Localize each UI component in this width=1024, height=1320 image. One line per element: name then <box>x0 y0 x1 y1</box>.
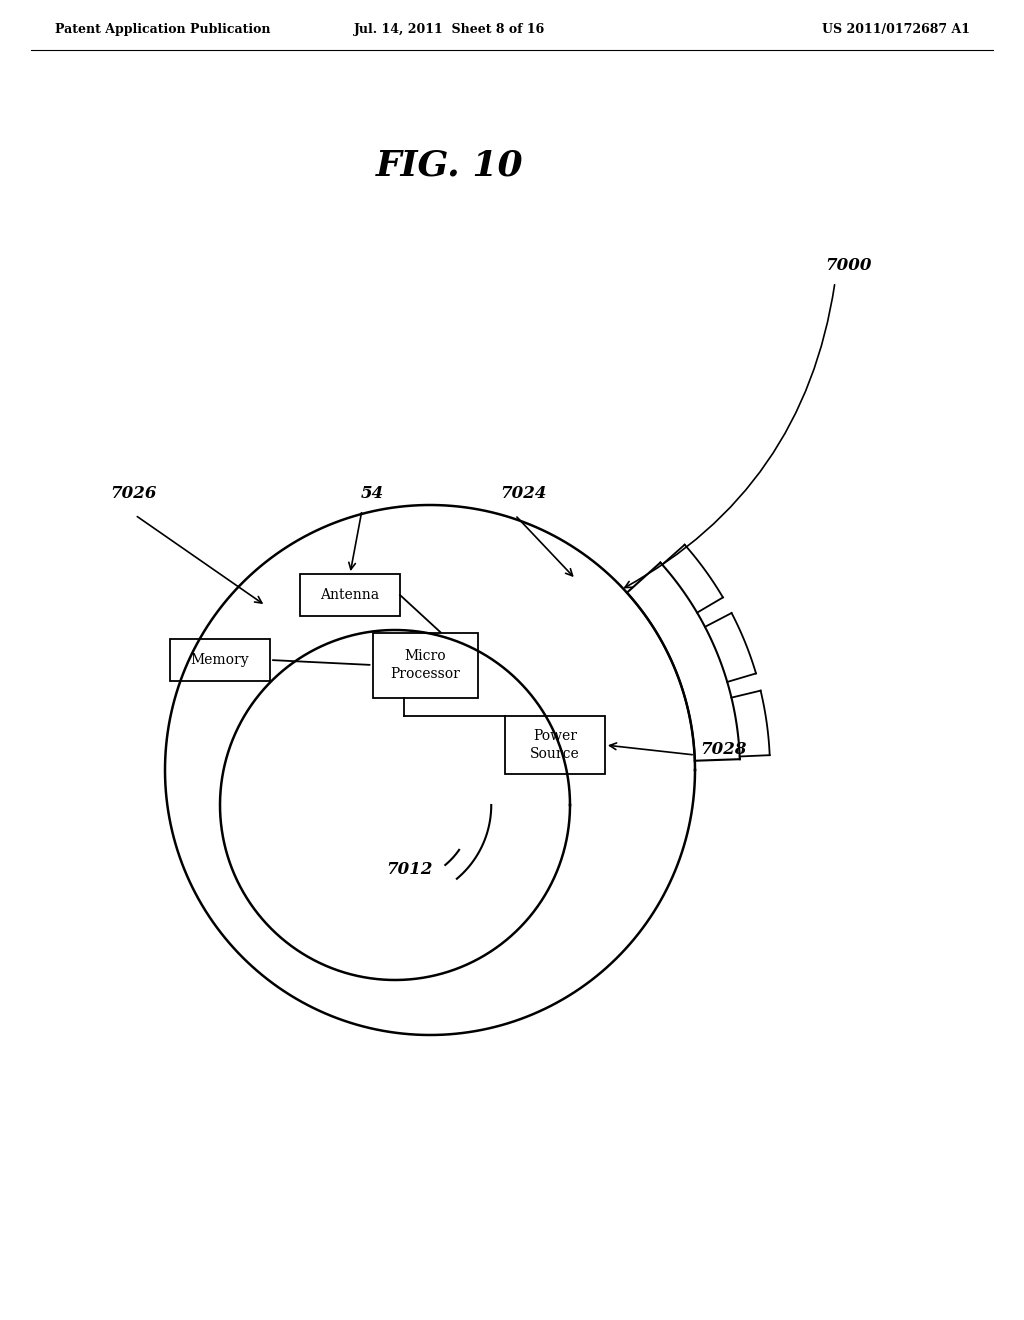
Text: Patent Application Publication: Patent Application Publication <box>55 24 270 37</box>
Text: Jul. 14, 2011  Sheet 8 of 16: Jul. 14, 2011 Sheet 8 of 16 <box>354 24 546 37</box>
FancyBboxPatch shape <box>505 715 605 774</box>
Text: Power
Source: Power Source <box>530 729 580 762</box>
FancyBboxPatch shape <box>170 639 270 681</box>
Text: 7000: 7000 <box>825 256 871 273</box>
Text: 7028: 7028 <box>700 742 746 759</box>
Text: 7026: 7026 <box>110 484 157 502</box>
Text: Antenna: Antenna <box>321 587 380 602</box>
Text: FIG. 10: FIG. 10 <box>376 148 524 182</box>
FancyBboxPatch shape <box>300 574 400 616</box>
Text: 7024: 7024 <box>500 484 547 502</box>
Text: US 2011/0172687 A1: US 2011/0172687 A1 <box>822 24 970 37</box>
Text: 7012: 7012 <box>387 862 433 879</box>
Text: 54: 54 <box>360 484 384 502</box>
FancyBboxPatch shape <box>373 632 477 697</box>
Text: Micro
Processor: Micro Processor <box>390 649 460 681</box>
Text: Memory: Memory <box>190 653 249 667</box>
